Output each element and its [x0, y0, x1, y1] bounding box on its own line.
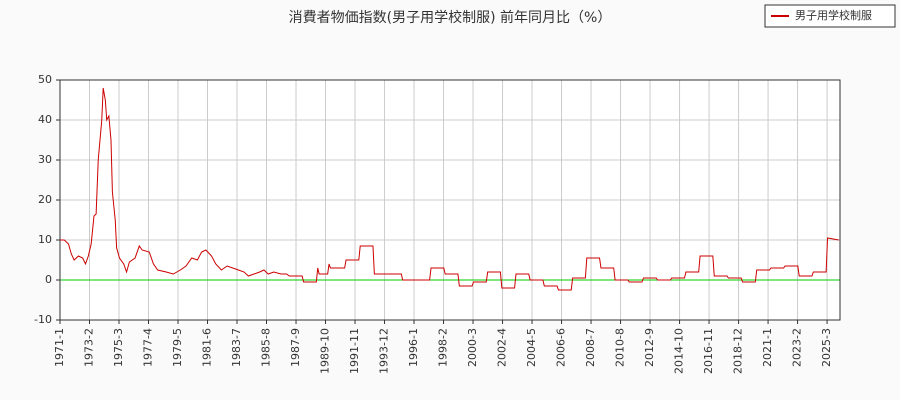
x-tick-label: 2018-12 [732, 328, 745, 374]
plot-border [59, 79, 841, 321]
y-tick-label: 10 [38, 233, 52, 246]
x-tick-label: 2023-2 [791, 328, 804, 367]
x-tick-label: 1996-1 [407, 328, 420, 367]
y-tick-label: 40 [38, 113, 52, 126]
data-line [60, 87, 839, 291]
x-tick-label: 1985-8 [260, 328, 273, 367]
x-tick-label: 2014-10 [673, 328, 686, 374]
y-tick-label: 20 [38, 193, 52, 206]
x-tick-label: 2000-3 [466, 328, 479, 367]
y-tick-label: 0 [45, 273, 52, 286]
x-tick-label: 2025-3 [820, 328, 833, 367]
x-tick-label: 1987-9 [289, 328, 302, 367]
x-tick-label: 1971-1 [53, 328, 66, 367]
x-tick-label: 1991-11 [348, 328, 361, 374]
x-tick-label: 1975-3 [112, 328, 125, 367]
x-tick-label: 1998-2 [437, 328, 450, 367]
x-tick-label: 1981-6 [201, 328, 214, 367]
x-tick-label: 2012-9 [643, 328, 656, 367]
x-tick-label: 1993-12 [378, 328, 391, 374]
x-tick-label: 1979-5 [171, 328, 184, 367]
y-tick-label: -10 [34, 313, 52, 326]
legend-box [764, 4, 896, 28]
x-tick-label: 2010-8 [614, 328, 627, 367]
x-tick-label: 2004-5 [525, 328, 538, 367]
x-tick-label: 2008-7 [584, 328, 597, 367]
x-tick-label: 2016-11 [702, 328, 715, 374]
y-tick-label: 50 [38, 73, 52, 86]
x-tick-label: 1973-2 [82, 328, 95, 367]
x-tick-label: 2021-1 [761, 328, 774, 367]
x-tick-label: 1977-4 [142, 328, 155, 367]
x-tick-label: 2002-4 [496, 328, 509, 367]
chart-title: 消費者物価指数(男子用学校制服) 前年同月比（%） [289, 9, 612, 26]
x-tick-label: 1983-7 [230, 328, 243, 367]
x-tick-label: 2006-6 [555, 328, 568, 367]
x-tick-label: 1989-10 [319, 328, 332, 374]
legend-label: 男子用学校制服 [795, 8, 872, 22]
y-tick-label: 30 [38, 153, 52, 166]
